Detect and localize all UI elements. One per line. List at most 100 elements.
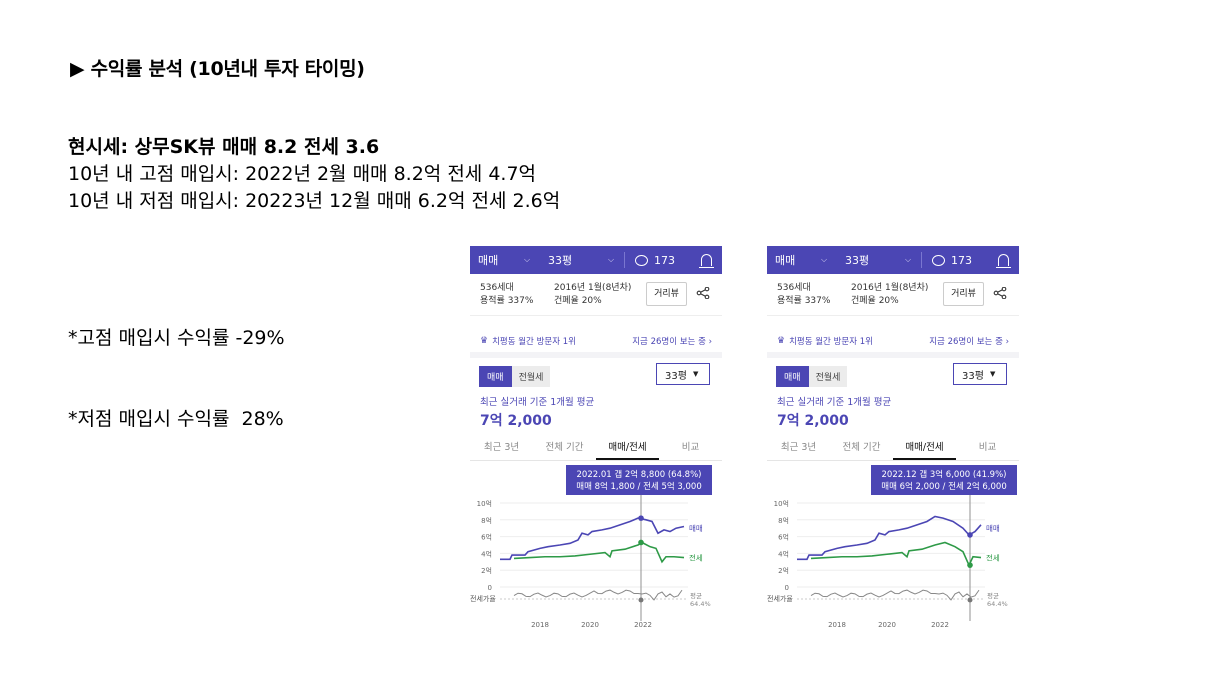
trade-tabs: 매매 전월세 33평 ▼ <box>767 358 1019 394</box>
price-chart[interactable]: 2022.12 갭 3억 6,000 (41.9%)매매 6억 2,000 / … <box>767 461 1019 636</box>
ratio-label: 전세가율 <box>767 594 793 603</box>
tab-sale[interactable]: 매매 <box>479 366 512 387</box>
y-tick-label: 8억 <box>481 517 492 525</box>
chevron-down-icon[interactable]: ⌵ <box>524 255 531 264</box>
comment-count[interactable]: 173 <box>951 253 972 267</box>
y-tick-label: 2억 <box>481 567 492 575</box>
x-tick-label: 2022 <box>634 621 652 629</box>
x-tick-label: 2022 <box>931 621 949 629</box>
comment-icon[interactable] <box>932 254 945 266</box>
current-price-line: 현시세: 상무SK뷰 매매 8.2 전세 3.6 <box>68 136 380 158</box>
size-select-value: 33평 <box>962 370 984 382</box>
y-tick-label: 4억 <box>481 550 492 558</box>
low-return-note: *저점 매입시 수익률 28% <box>68 408 284 430</box>
building-coverage-ratio: 건폐율 20% <box>554 296 602 306</box>
crown-icon: ♛ <box>480 336 489 346</box>
jeonse-point <box>638 539 644 546</box>
households: 536세대 <box>777 283 811 293</box>
period-tab-recent[interactable]: 최근 3년 <box>483 442 520 453</box>
period-tab-sale-jeonse[interactable]: 매매/전세 <box>596 436 659 460</box>
period-tab-recent[interactable]: 최근 3년 <box>780 442 817 453</box>
ratio-point <box>638 597 644 603</box>
y-tick-label: 8억 <box>778 517 789 525</box>
comment-icon[interactable] <box>635 254 648 266</box>
price-chart[interactable]: 2022.01 갭 2억 8,800 (64.8%)매매 8억 1,800 / … <box>470 461 722 636</box>
building-coverage-ratio: 건폐율 20% <box>851 296 899 306</box>
y-tick-label: 2억 <box>778 567 789 575</box>
chevron-down-icon[interactable]: ⌵ <box>821 255 828 264</box>
period-tab-all[interactable]: 전체 기간 <box>545 442 584 453</box>
period-tab-all[interactable]: 전체 기간 <box>842 442 881 453</box>
sale-point <box>638 515 644 521</box>
share-icon[interactable] <box>696 287 710 299</box>
deal-type-dropdown[interactable]: 매매 <box>478 254 499 267</box>
sale-series-label: 매매 <box>689 524 703 533</box>
bell-icon[interactable] <box>996 254 1011 269</box>
period-tab-compare[interactable]: 비교 <box>978 442 997 453</box>
size-dropdown[interactable]: 33평 <box>548 254 573 267</box>
tab-rent[interactable]: 전월세 <box>808 366 848 387</box>
caret-down-icon: ▼ <box>692 370 699 378</box>
jeonse-series-label: 전세 <box>689 553 703 563</box>
tooltip-box <box>566 465 712 495</box>
y-tick-label: 10억 <box>477 500 492 508</box>
size-select[interactable]: 33평 ▼ <box>953 363 1007 385</box>
tooltip-line2: 매매 6억 2,000 / 전세 2억 6,000 <box>881 481 1006 492</box>
visitor-banner[interactable]: ♛ 치평동 월간 방문자 1위 지금 26명이 보는 중 › <box>767 330 1019 358</box>
size-select-value: 33평 <box>665 370 687 382</box>
street-view-button[interactable]: 거리뷰 <box>943 282 984 306</box>
avg-pct: 64.4% <box>690 600 711 608</box>
period-tabs: 최근 3년 전체 기간 매매/전세 비교 <box>470 436 722 461</box>
high-return-note: *고점 매입시 수익률 -29% <box>68 327 285 349</box>
period-tab-compare[interactable]: 비교 <box>681 442 700 453</box>
comment-count[interactable]: 173 <box>654 253 675 267</box>
size-select[interactable]: 33평 ▼ <box>656 363 710 385</box>
households: 536세대 <box>480 283 514 293</box>
floor-area-ratio: 용적률 337% <box>777 296 831 306</box>
viewers-now[interactable]: 지금 26명이 보는 중 › <box>929 337 1009 347</box>
complex-info: 536세대 용적률 337% 2016년 1월(8년차) 건폐율 20% 거리뷰 <box>767 274 1019 316</box>
app-screenshot-high: 매매 ⌵ 33평 ⌵ 173 536세대 용적률 337% 2016년 1월(8… <box>470 246 722 648</box>
x-tick-label: 2020 <box>878 621 896 629</box>
period-tabs: 최근 3년 전체 기간 매매/전세 비교 <box>767 436 1019 461</box>
complex-info: 536세대 용적률 337% 2016년 1월(8년차) 건폐율 20% 거리뷰 <box>470 274 722 316</box>
avg-price: 7억 2,000 <box>777 413 849 429</box>
y-tick-label: 0 <box>488 584 492 592</box>
tooltip-line1: 2022.12 갭 3억 6,000 (41.9%) <box>882 469 1007 480</box>
size-dropdown[interactable]: 33평 <box>845 254 870 267</box>
visitor-banner[interactable]: ♛ 치평동 월간 방문자 1위 지금 26명이 보는 중 › <box>470 330 722 358</box>
app-topbar: 매매 ⌵ 33평 ⌵ 173 <box>470 246 722 274</box>
divider <box>624 252 625 268</box>
app-screenshot-low: 매매 ⌵ 33평 ⌵ 173 536세대 용적률 337% 2016년 1월(8… <box>767 246 1019 644</box>
ratio-point <box>967 597 973 603</box>
chevron-down-icon[interactable]: ⌵ <box>608 255 615 264</box>
jeonse-series-label: 전세 <box>986 553 1000 563</box>
jeonse-series-line <box>513 541 685 564</box>
y-tick-label: 0 <box>785 584 789 592</box>
y-tick-label: 4억 <box>778 550 789 558</box>
street-view-button[interactable]: 거리뷰 <box>646 282 687 306</box>
jeonse-series-line <box>810 541 982 568</box>
sale-series-line <box>797 515 982 561</box>
build-date: 2016년 1월(8년차) <box>554 283 632 293</box>
visitor-rank: 치평동 월간 방문자 1위 <box>492 337 576 347</box>
viewers-now[interactable]: 지금 26명이 보는 중 › <box>632 337 712 347</box>
chevron-down-icon[interactable]: ⌵ <box>905 255 912 264</box>
bell-icon[interactable] <box>699 254 714 269</box>
sale-series-line <box>500 517 685 561</box>
period-tab-sale-jeonse[interactable]: 매매/전세 <box>893 436 956 460</box>
trade-tabs: 매매 전월세 33평 ▼ <box>470 358 722 394</box>
jeonse-point <box>967 562 973 568</box>
share-icon[interactable] <box>993 287 1007 299</box>
tab-rent[interactable]: 전월세 <box>511 366 551 387</box>
crown-icon: ♛ <box>777 336 786 346</box>
x-tick-label: 2020 <box>581 621 599 629</box>
avg-label: 최근 실거래 기준 1개월 평균 <box>480 397 595 408</box>
ratio-series-line <box>513 589 683 601</box>
avg-label: 최근 실거래 기준 1개월 평균 <box>777 397 892 408</box>
deal-type-dropdown[interactable]: 매매 <box>775 254 796 267</box>
x-tick-label: 2018 <box>828 621 846 629</box>
tooltip-box <box>871 465 1017 495</box>
tab-sale[interactable]: 매매 <box>776 366 809 387</box>
caret-down-icon: ▼ <box>989 370 996 378</box>
